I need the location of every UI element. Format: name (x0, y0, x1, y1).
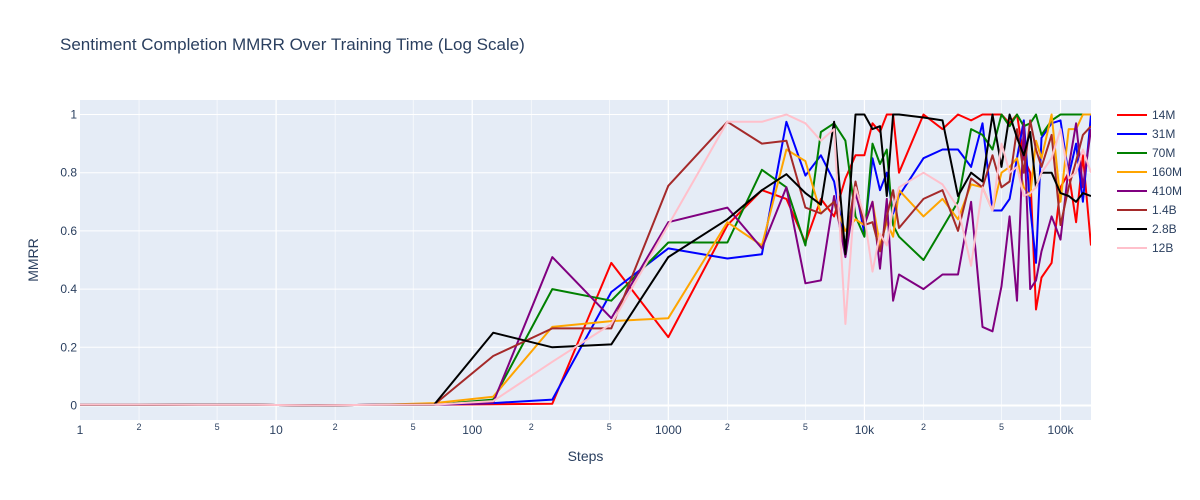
legend-label: 410M (1152, 184, 1182, 198)
legend-label: 2.8B (1152, 222, 1177, 236)
x-minor-tick-label: 2 (529, 422, 534, 432)
series-lines (80, 113, 1091, 407)
legend-label: 31M (1152, 127, 1175, 141)
legend-label: 1.4B (1152, 203, 1177, 217)
x-tick-label: 10k (855, 423, 875, 437)
series-line-31m (80, 114, 1091, 407)
y-tick-label: 0 (70, 398, 77, 412)
x-minor-tick-label: 2 (921, 422, 926, 432)
x-tick-label: 10 (269, 423, 283, 437)
legend-label: 160M (1152, 165, 1182, 179)
y-tick-label: 0.2 (60, 340, 77, 354)
series-line-1-4b (80, 119, 1091, 407)
legend-item[interactable]: 1.4B (1117, 203, 1177, 217)
legend-label: 12B (1152, 241, 1173, 255)
series-line-12b (80, 113, 1091, 407)
x-minor-tick-label: 5 (215, 422, 220, 432)
legend: 14M 31M 70M 160M 410M 1.4B 2.8B 12B (1117, 108, 1182, 255)
x-minor-tick-label: 2 (333, 422, 338, 432)
x-tick-label: 1000 (655, 423, 682, 437)
y-tick-label: 0.4 (60, 282, 77, 296)
legend-item[interactable]: 31M (1117, 127, 1175, 141)
legend-item[interactable]: 160M (1117, 165, 1182, 179)
x-axis-title: Steps (568, 448, 604, 464)
x-minor-tick-label: 5 (411, 422, 416, 432)
grid (80, 100, 1091, 420)
x-minor-tick-label: 5 (803, 422, 808, 432)
x-minor-tick-label: 5 (999, 422, 1004, 432)
x-minor-tick-label: 2 (137, 422, 142, 432)
x-axis-ticks: 1 10 100 1000 10k 100k 2 5 2 5 2 5 2 5 2 5 (77, 422, 1075, 437)
y-tick-label: 1 (70, 108, 77, 122)
x-minor-tick-label: 5 (607, 422, 612, 432)
y-axis-ticks: 0 0.2 0.4 0.6 0.8 1 (60, 108, 77, 413)
y-tick-label: 0.8 (60, 166, 77, 180)
series-line-14m (80, 113, 1091, 407)
series-line-2-8b (80, 113, 1091, 407)
x-tick-label: 100 (462, 423, 482, 437)
legend-label: 70M (1152, 146, 1175, 160)
legend-item[interactable]: 70M (1117, 146, 1175, 160)
y-axis-title: MMRR (25, 238, 41, 282)
legend-item[interactable]: 14M (1117, 108, 1175, 122)
x-tick-label: 100k (1048, 423, 1075, 437)
x-tick-label: 1 (77, 423, 84, 437)
legend-label: 14M (1152, 108, 1175, 122)
legend-item[interactable]: 12B (1117, 241, 1173, 255)
legend-item[interactable]: 2.8B (1117, 222, 1177, 236)
legend-item[interactable]: 410M (1117, 184, 1182, 198)
x-minor-tick-label: 2 (725, 422, 730, 432)
plot-area (80, 100, 1091, 420)
y-tick-label: 0.6 (60, 224, 77, 238)
chart-title: Sentiment Completion MMRR Over Training … (60, 35, 525, 54)
